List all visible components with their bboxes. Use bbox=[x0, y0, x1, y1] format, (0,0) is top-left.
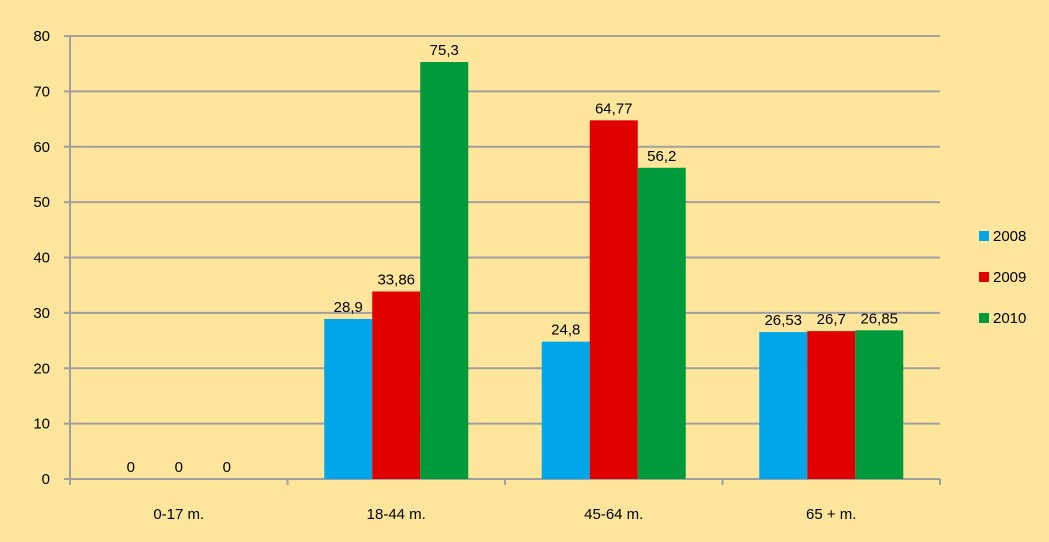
data-label: 28,9 bbox=[334, 299, 363, 316]
data-label: 26,53 bbox=[764, 312, 802, 329]
data-label: 33,86 bbox=[377, 272, 415, 289]
legend-swatch-2008 bbox=[979, 231, 989, 241]
x-tick-label: 65 + m. bbox=[806, 506, 856, 523]
bar-2008 bbox=[541, 341, 590, 479]
legend-label: 2008 bbox=[993, 228, 1026, 245]
legend-swatch-2010 bbox=[979, 313, 989, 323]
data-label: 26,85 bbox=[860, 310, 898, 327]
legend-swatch-2009 bbox=[979, 272, 989, 282]
y-tick-label: 50 bbox=[33, 194, 50, 211]
y-tick-label: 70 bbox=[33, 83, 50, 100]
bar-2009 bbox=[589, 120, 638, 480]
x-tick-label: 0-17 m. bbox=[153, 506, 204, 523]
bar-2010 bbox=[637, 167, 686, 480]
data-label: 26,7 bbox=[817, 311, 846, 328]
data-label: 24,8 bbox=[551, 322, 580, 339]
data-label: 56,2 bbox=[647, 148, 676, 165]
x-tick-label: 18-44 m. bbox=[367, 506, 426, 523]
bar-2010 bbox=[420, 62, 469, 480]
bar-2009 bbox=[807, 331, 856, 479]
legend-label: 2009 bbox=[993, 269, 1026, 286]
y-tick-label: 60 bbox=[33, 139, 50, 156]
bar-2008 bbox=[324, 318, 373, 479]
data-label: 0 bbox=[175, 459, 183, 476]
data-label: 0 bbox=[127, 459, 135, 476]
y-tick-label: 80 bbox=[33, 28, 50, 45]
y-tick-label: 30 bbox=[33, 305, 50, 322]
data-label: 75,3 bbox=[430, 42, 459, 59]
bar-2009 bbox=[372, 291, 421, 479]
y-tick-label: 40 bbox=[33, 250, 50, 267]
y-tick-label: 10 bbox=[33, 416, 50, 433]
y-tick-label: 20 bbox=[33, 360, 50, 377]
bar-2010 bbox=[855, 330, 904, 479]
data-label: 0 bbox=[223, 459, 231, 476]
data-label: 64,77 bbox=[595, 100, 633, 117]
x-tick-label: 45-64 m. bbox=[584, 506, 643, 523]
legend-label: 2010 bbox=[993, 310, 1026, 327]
bar-2008 bbox=[759, 332, 808, 479]
y-tick-label: 0 bbox=[42, 471, 50, 488]
